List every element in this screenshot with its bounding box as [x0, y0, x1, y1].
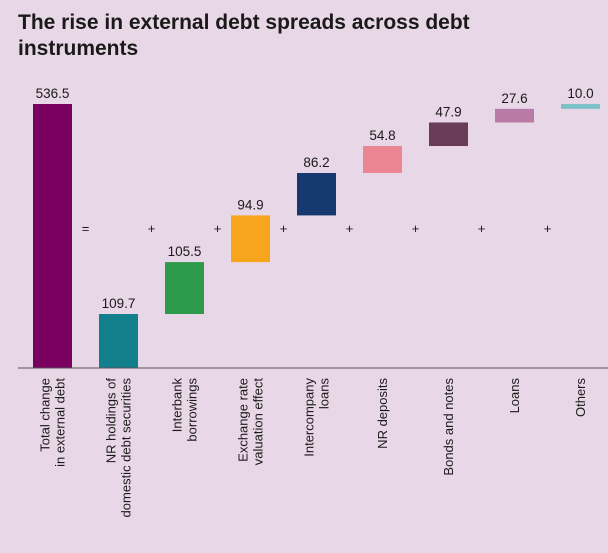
bar-4	[297, 172, 336, 216]
operator-0: =	[82, 221, 90, 236]
category-label-1: NR holdings ofdomestic debt securities	[104, 378, 134, 518]
value-label-0: 536.5	[36, 86, 70, 101]
operator-2: +	[214, 221, 222, 236]
bar-5	[363, 146, 402, 173]
bar-0	[33, 104, 72, 368]
operators-group: = + + + + + + +	[82, 221, 552, 236]
category-label-0: Total changein external debt	[38, 378, 68, 467]
operator-3: +	[280, 221, 288, 236]
category-label-8: Others	[573, 378, 588, 418]
bar-7	[495, 108, 534, 123]
value-label-4: 86.2	[303, 155, 329, 170]
category-label-2: Interbankborrowings	[170, 378, 200, 442]
category-labels-group: Total changein external debt NR holdings …	[38, 378, 589, 518]
operator-6: +	[478, 221, 486, 236]
operator-7: +	[544, 221, 552, 236]
operator-1: +	[148, 221, 156, 236]
bar-6	[429, 122, 468, 147]
value-label-7: 27.6	[501, 91, 527, 106]
bar-1	[99, 314, 138, 368]
bars-group	[33, 103, 600, 368]
bar-3	[231, 215, 270, 263]
value-label-1: 109.7	[102, 296, 136, 311]
category-label-4: Intercompanyloans	[302, 378, 332, 457]
bar-2	[165, 262, 204, 315]
value-labels-group: 536.5 109.7 105.5 94.9 86.2 54.8 47.9 27.6 10.0	[36, 86, 594, 311]
operator-4: +	[346, 221, 354, 236]
value-label-3: 94.9	[237, 197, 263, 212]
value-label-5: 54.8	[369, 128, 395, 143]
value-label-2: 105.5	[168, 244, 202, 259]
category-label-7: Loans	[507, 378, 522, 414]
chart-title: The rise in external debt spreads across…	[18, 11, 470, 60]
category-label-3: Exchange ratevaluation effect	[236, 378, 266, 466]
value-label-8: 10.0	[567, 86, 593, 101]
operator-5: +	[412, 221, 420, 236]
bar-8	[561, 103, 600, 109]
category-label-5: NR deposits	[375, 378, 390, 449]
category-label-6: Bonds and notes	[441, 378, 456, 476]
value-label-6: 47.9	[435, 104, 461, 119]
